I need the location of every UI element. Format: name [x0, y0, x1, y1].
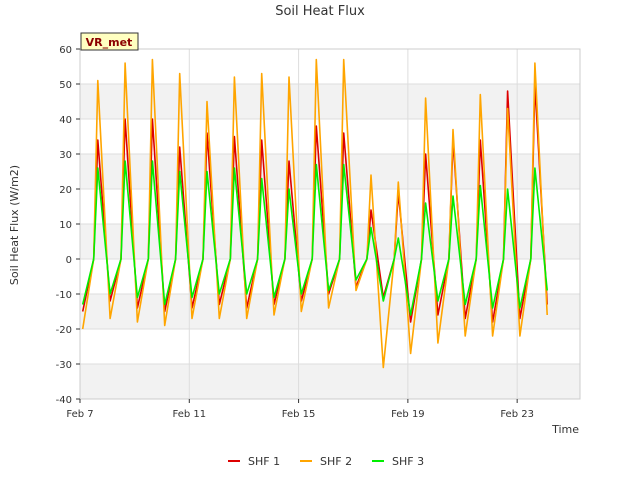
legend: SHF 1 SHF 2 SHF 3	[228, 455, 424, 468]
legend-label-shf-3: SHF 3	[392, 455, 424, 468]
x-tick-label: Feb 19	[391, 409, 425, 420]
x-axis-label: Time	[551, 423, 579, 436]
site-badge-text: VR_met	[86, 36, 133, 49]
y-tick-label: -40	[56, 395, 72, 406]
y-tick-label: -20	[56, 325, 72, 336]
x-tick-label: Feb 11	[172, 409, 206, 420]
x-tick-label: Feb 7	[66, 409, 93, 420]
plot-band	[80, 224, 580, 259]
y-axis-label: Soil Heat Flux (W/m2)	[8, 165, 21, 285]
y-tick-label: 40	[59, 115, 72, 126]
plot-band	[80, 84, 580, 119]
y-tick-label: 10	[59, 220, 72, 231]
y-tick-label: -10	[56, 290, 72, 301]
y-tick-label: -30	[56, 360, 72, 371]
plot-band	[80, 189, 580, 224]
y-tick-label: 30	[59, 150, 72, 161]
x-tick-label: Feb 15	[282, 409, 316, 420]
plot-band	[80, 364, 580, 399]
x-tick-label: Feb 23	[500, 409, 534, 420]
y-tick-label: 60	[59, 45, 72, 56]
site-badge-box	[80, 32, 139, 51]
plot-background	[80, 49, 580, 399]
chart-title: Soil Heat Flux	[275, 4, 365, 19]
x-axis-ticks: Feb 7 Feb 11 Feb 15 Feb 19 Feb 23	[66, 399, 534, 420]
legend-label-shf-1: SHF 1	[248, 455, 280, 468]
y-tick-label: 50	[59, 80, 72, 91]
y-axis-ticks: -40 -30 -20 -10 0 10 20 30 40 50 60	[56, 45, 80, 406]
series-line-shf-3	[81, 160, 548, 316]
legend-label-shf-2: SHF 2	[320, 455, 352, 468]
plot-band	[80, 154, 580, 189]
y-tick-label: 0	[66, 255, 72, 266]
series-line-shf-2	[81, 58, 548, 369]
plot-band	[80, 119, 580, 154]
y-tick-label: 20	[59, 185, 72, 196]
series-lines	[81, 58, 548, 369]
plot-band	[80, 329, 580, 364]
site-badge: VR_met	[80, 32, 139, 51]
plot-band	[80, 49, 580, 84]
